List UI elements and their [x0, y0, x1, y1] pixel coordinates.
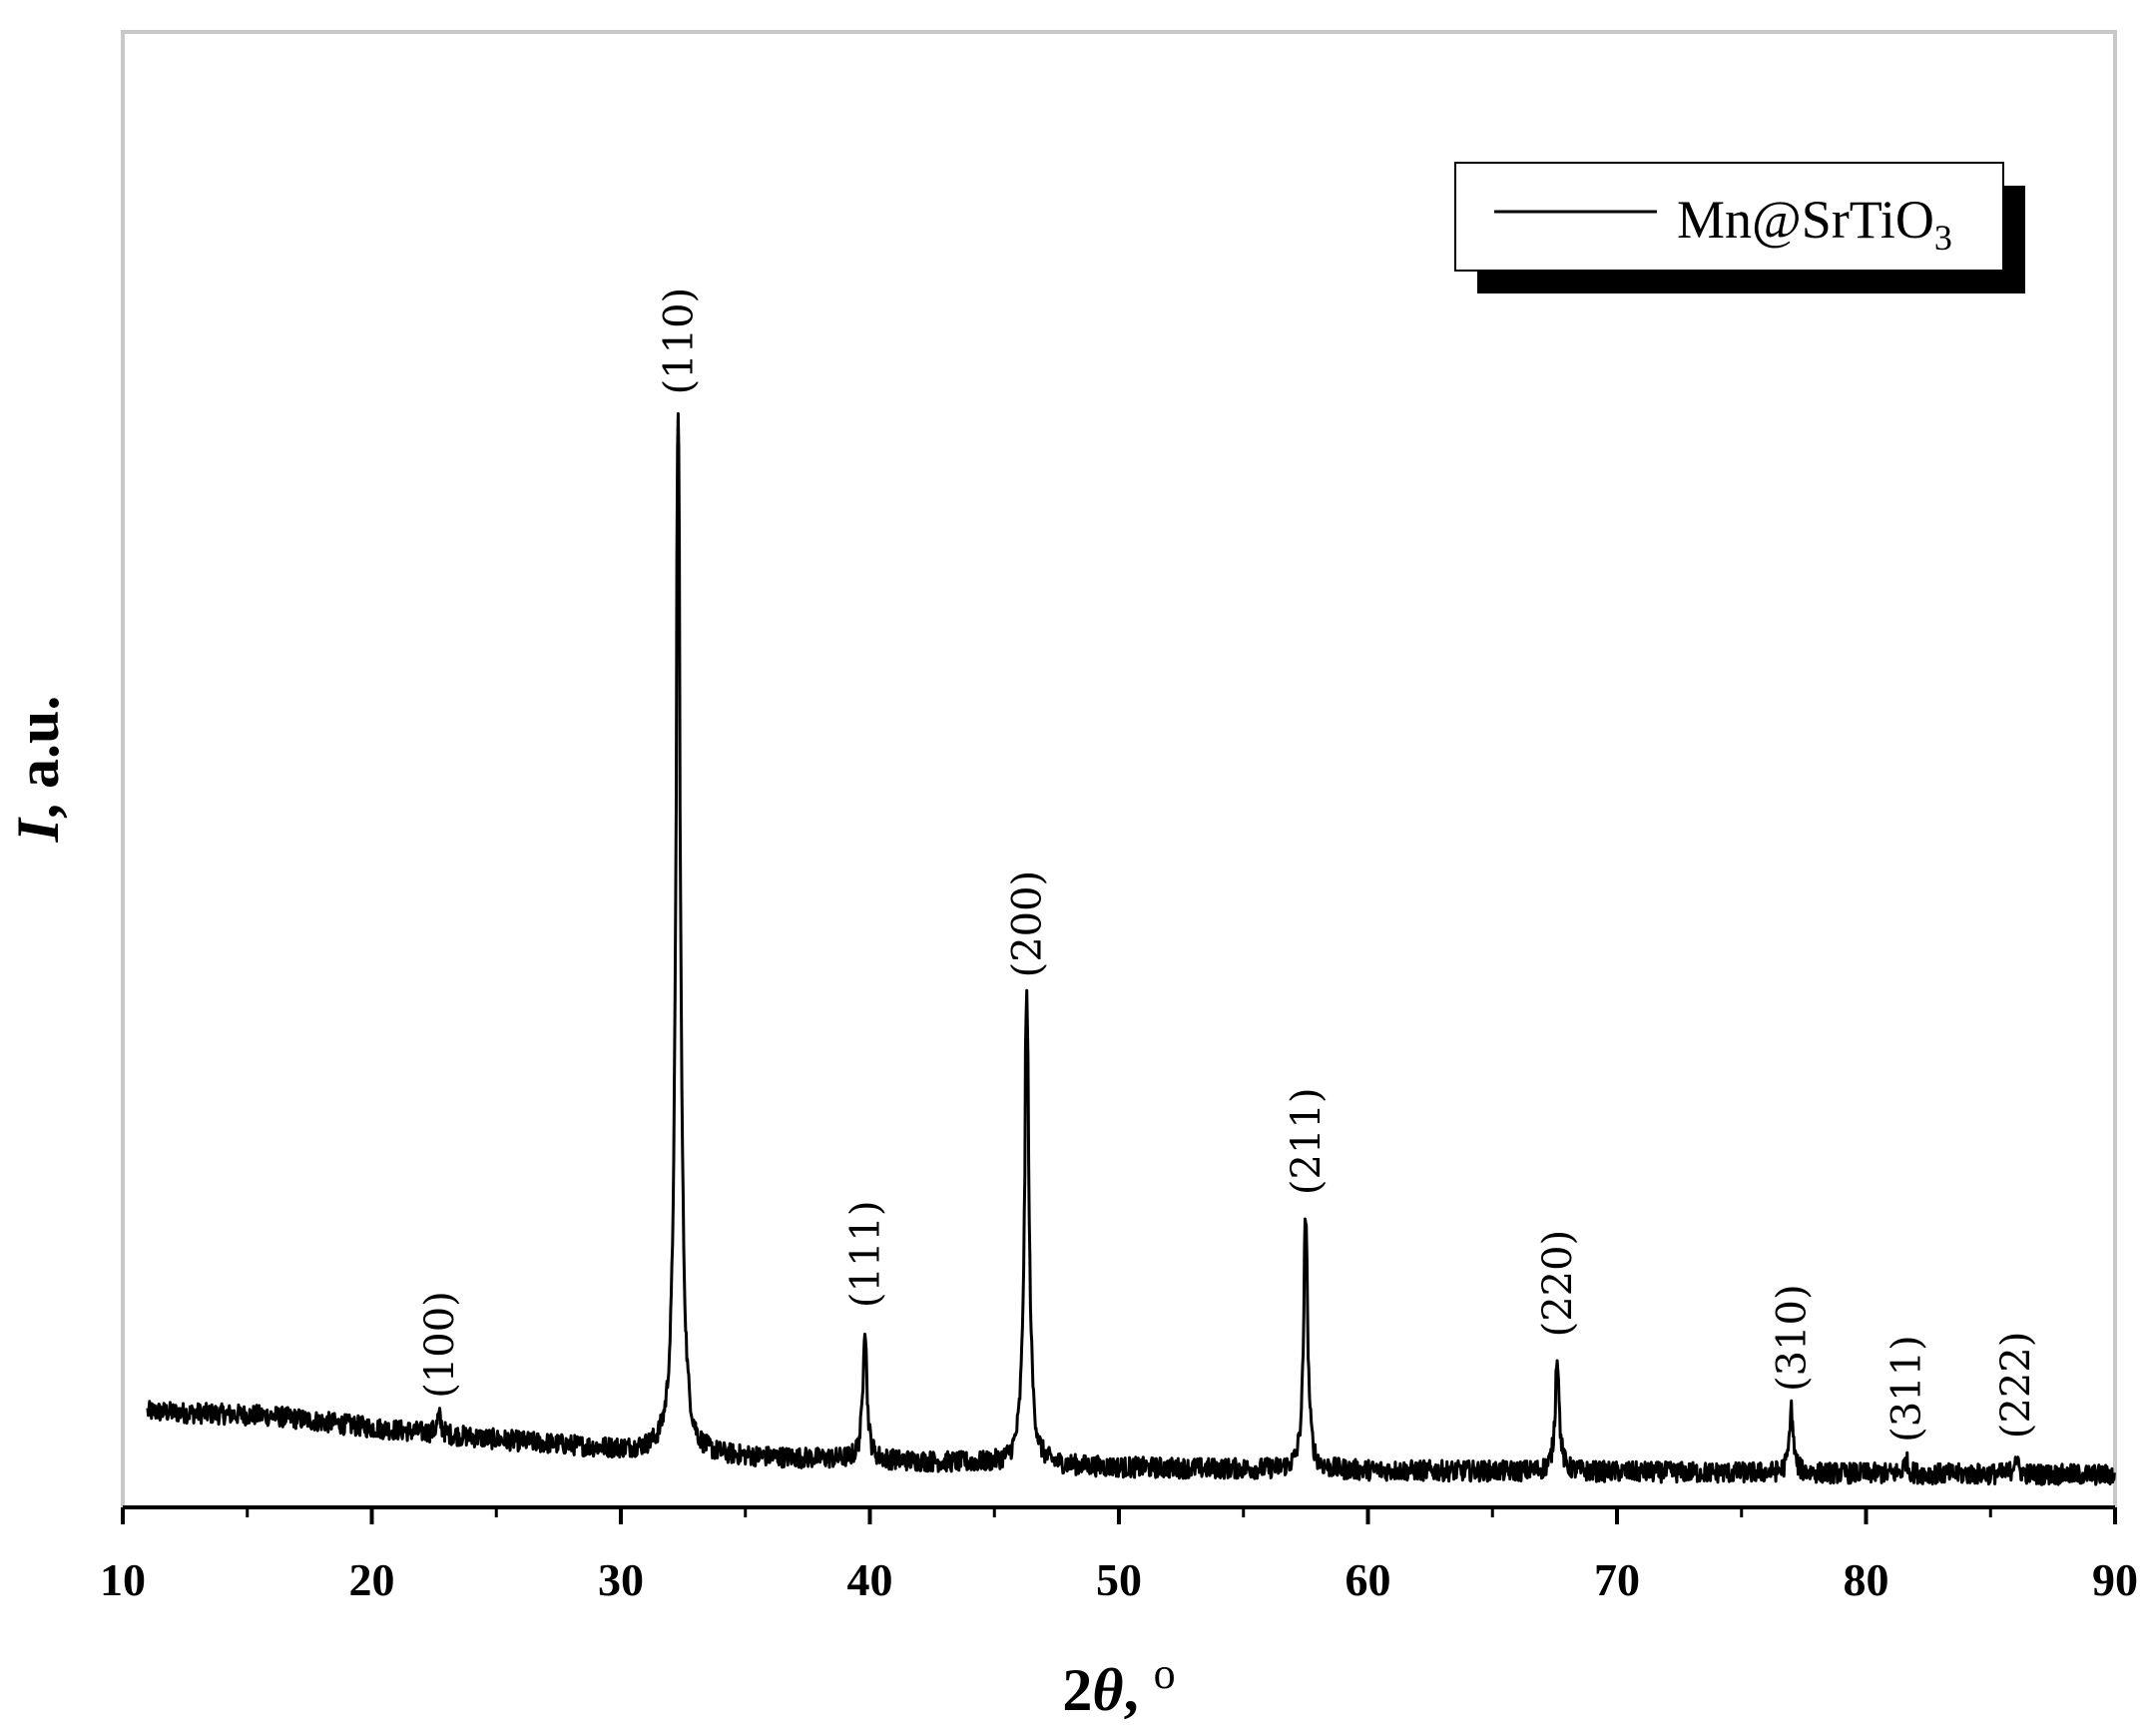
x-tick-label: 70 [1594, 1554, 1640, 1605]
x-tick-label: 80 [1844, 1554, 1889, 1605]
x-ticks: 10 20 30 40 50 60 70 80 90 [100, 1507, 2138, 1605]
peak-label: (110) [656, 288, 702, 395]
x-axis-suffix: , [1124, 1657, 1154, 1723]
y-axis-title: I, a.u. [5, 696, 71, 844]
legend-box [1454, 162, 2004, 272]
x-axis-symbol: θ [1092, 1657, 1123, 1723]
peak-label: (311) [1883, 1335, 1929, 1443]
peak-label: (111) [843, 1201, 889, 1309]
x-tick-label: 30 [598, 1554, 644, 1605]
legend-label: Mn@SrTiO3 [1677, 190, 1952, 258]
x-tick-label: 60 [1345, 1554, 1391, 1605]
x-tick-label: 20 [349, 1554, 395, 1605]
peak-label: (100) [417, 1291, 463, 1399]
x-axis-unit: o [1154, 1649, 1176, 1698]
peak-label-layer: (100) (110) (111) (200) (211) (220) (310) (311)… [417, 288, 2039, 1443]
y-axis-symbol: I [5, 816, 71, 843]
series-line-mn-srtio3 [146, 411, 2116, 1486]
x-tick-label: 90 [2092, 1554, 2138, 1605]
x-tick-label: 50 [1096, 1554, 1142, 1605]
peak-label: (222) [1993, 1332, 2039, 1440]
x-axis-title: 2θ, o [1062, 1649, 1175, 1723]
y-axis-unit: , a.u. [5, 696, 71, 819]
legend-label-base: Mn@SrTiO [1677, 190, 1934, 250]
peak-label: (220) [1535, 1230, 1581, 1338]
peak-label: (200) [1005, 870, 1051, 978]
x-tick-label: 40 [847, 1554, 893, 1605]
peak-label: (211) [1284, 1088, 1330, 1196]
x-tick-label: 10 [100, 1554, 146, 1605]
legend: Mn@SrTiO3 [1454, 162, 2025, 293]
series-layer [146, 411, 2116, 1486]
x-axis-prefix: 2 [1062, 1657, 1092, 1723]
peak-label: (310) [1770, 1284, 1816, 1392]
legend-label-subscript: 3 [1934, 218, 1952, 258]
